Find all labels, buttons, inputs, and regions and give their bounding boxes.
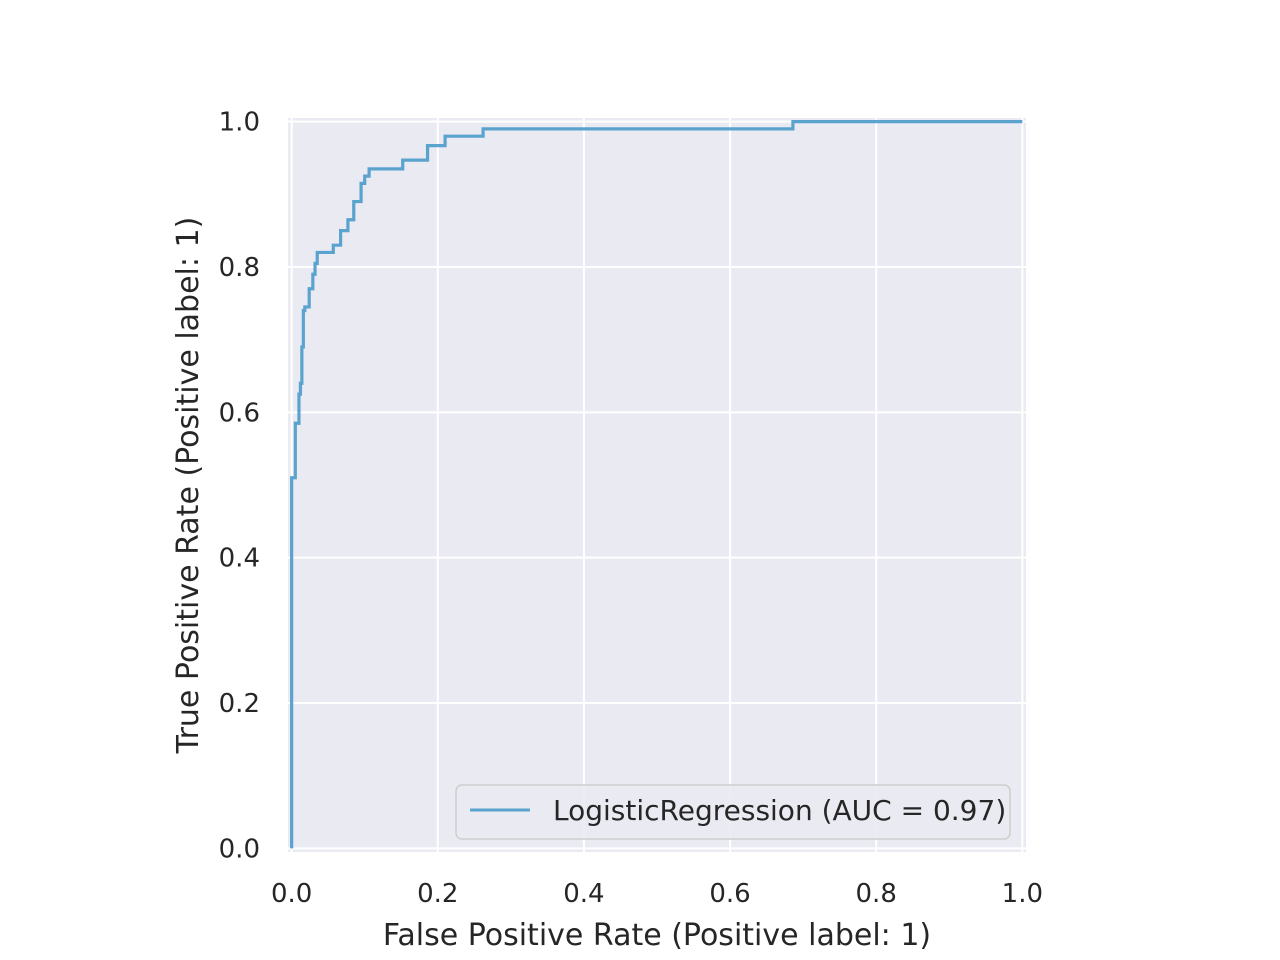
x-tick-label: 0.8 — [856, 879, 897, 909]
legend-box — [455, 784, 1011, 840]
x-tick-label: 0.0 — [271, 879, 312, 909]
x-tick-labels: 0.0 0.2 0.4 0.6 0.8 1.0 — [271, 879, 1043, 909]
x-tick-label: 0.2 — [417, 879, 458, 909]
plot-background — [288, 118, 1026, 852]
y-tick-label: 0.0 — [219, 834, 260, 864]
y-tick-label: 0.4 — [219, 544, 260, 574]
legend: LogisticRegression (AUC = 0.97) — [455, 784, 1011, 840]
legend-label: LogisticRegression (AUC = 0.97) — [553, 794, 1006, 827]
x-axis-label: False Positive Rate (Positive label: 1) — [383, 918, 931, 953]
y-tick-label: 0.6 — [219, 398, 260, 428]
x-tick-label: 0.4 — [563, 879, 604, 909]
y-tick-label: 1.0 — [219, 108, 260, 138]
series-lines — [290, 120, 1023, 849]
y-axis-label: True Positive Rate (Positive label: 1) — [171, 217, 206, 755]
series-line — [290, 120, 1023, 849]
x-tick-label: 1.0 — [1002, 879, 1043, 909]
y-tick-label: 0.2 — [219, 689, 260, 719]
y-tick-label: 0.8 — [219, 253, 260, 283]
y-tick-labels: 0.0 0.2 0.4 0.6 0.8 1.0 — [219, 108, 260, 865]
x-tick-label: 0.6 — [709, 879, 750, 909]
